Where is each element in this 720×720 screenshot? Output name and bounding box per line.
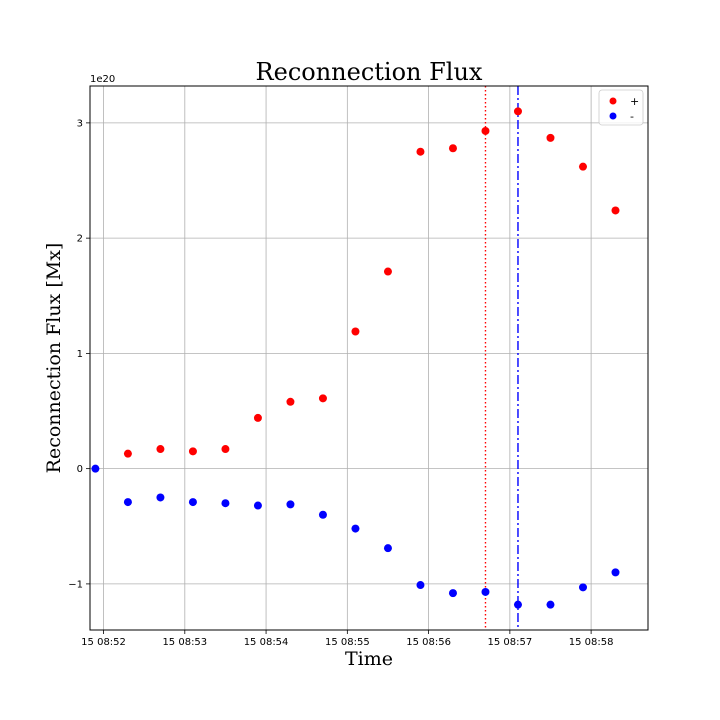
- data-point-negative: [351, 524, 360, 533]
- data-point-negative: [286, 500, 295, 509]
- plot-frame: [89, 85, 649, 631]
- data-point-negative: [611, 568, 620, 577]
- data-point-negative: [221, 499, 230, 508]
- data-point-negative: [188, 498, 197, 507]
- data-point-positive: [611, 206, 620, 215]
- data-point-positive: [448, 144, 457, 153]
- data-point-positive: [221, 445, 230, 454]
- data-point-positive: [188, 447, 197, 456]
- data-point-positive: [123, 449, 132, 458]
- x-tick-label: 15 08:56: [406, 637, 451, 648]
- data-point-positive: [513, 107, 522, 116]
- y-tick-label: −1: [68, 579, 83, 590]
- data-point-positive: [546, 133, 555, 142]
- y-tick-label: 0: [77, 464, 83, 475]
- data-point-positive: [253, 413, 262, 422]
- data-point-negative: [416, 581, 425, 590]
- x-axis-label: Time: [345, 648, 393, 670]
- x-tick-label: 15 08:54: [244, 637, 289, 648]
- data-points: [91, 107, 620, 609]
- legend-marker: [609, 112, 617, 120]
- data-point-negative: [546, 600, 555, 609]
- data-point-negative: [318, 510, 327, 519]
- data-point-negative: [156, 493, 165, 502]
- event-markers: [484, 86, 519, 630]
- data-point-positive: [383, 267, 392, 276]
- chart-title: Reconnection Flux: [256, 58, 483, 86]
- legend: +-: [598, 89, 644, 126]
- data-point-negative: [383, 544, 392, 553]
- legend-marker: [609, 97, 617, 105]
- data-point-negative: [513, 600, 522, 609]
- x-tick-label: 15 08:53: [162, 637, 207, 648]
- y-tick-label: 3: [77, 118, 83, 129]
- legend-label: +: [630, 95, 639, 108]
- data-point-negative: [448, 589, 457, 598]
- data-point-negative: [481, 587, 490, 596]
- data-point-positive: [156, 445, 165, 454]
- y-tick-label: 1: [77, 349, 83, 360]
- x-tick-label: 15 08:57: [487, 637, 532, 648]
- y-axis-label: Reconnection Flux [Mx]: [43, 243, 65, 474]
- data-point-negative: [91, 464, 100, 473]
- y-offset-text: 1e20: [90, 74, 115, 85]
- data-point-positive: [351, 327, 360, 336]
- y-tick-label: 2: [77, 234, 83, 245]
- data-point-positive: [318, 394, 327, 403]
- data-point-negative: [253, 501, 262, 510]
- x-tick-label: 15 08:52: [81, 637, 126, 648]
- data-point-negative: [123, 498, 132, 507]
- x-tick-label: 15 08:55: [325, 637, 370, 648]
- data-point-positive: [481, 126, 490, 135]
- data-point-positive: [416, 147, 425, 156]
- grid: [90, 86, 648, 630]
- legend-label: -: [630, 110, 634, 123]
- x-tick-label: 15 08:58: [569, 637, 614, 648]
- axis-ticks: 15 08:52 15 08:53 15 08:54 15 08:55 15 08:56…: [68, 118, 613, 648]
- data-point-positive: [578, 162, 587, 171]
- data-point-negative: [578, 583, 587, 592]
- data-point-positive: [286, 397, 295, 406]
